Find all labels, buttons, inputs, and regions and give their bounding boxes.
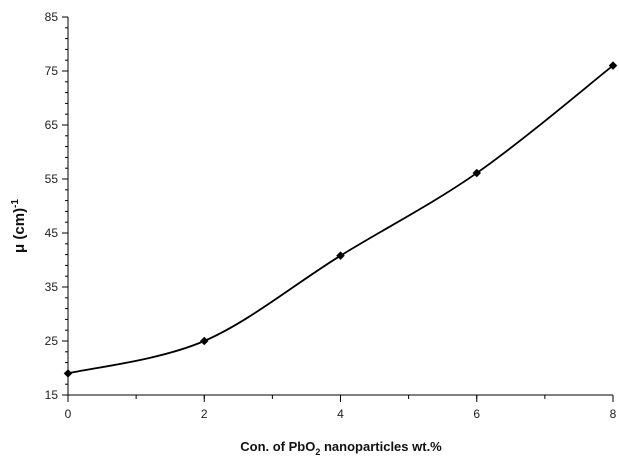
x-tick-label: 8 (610, 407, 617, 421)
data-point-marker (472, 168, 482, 178)
y-tick-label: 35 (45, 280, 59, 294)
y-axis-title-superscript: -1 (10, 199, 21, 208)
y-tick-label: 65 (45, 118, 59, 132)
y-tick-label: 55 (45, 172, 59, 186)
data-point-marker (608, 61, 618, 70)
y-axis-title-main: μ (cm) (11, 208, 28, 253)
series-line (67, 64, 614, 375)
x-tick-label: 6 (473, 407, 480, 421)
x-tick-label: 2 (201, 407, 208, 421)
x-axis-ticks: 0 2 4 6 8 (65, 395, 617, 421)
data-series (63, 61, 618, 378)
x-axis-title-subscript: 2 (315, 447, 320, 457)
y-axis-ticks: 15 25 35 45 55 65 75 85 (45, 10, 68, 402)
x-axis-title-main: Con. of PbO (240, 439, 315, 454)
x-tick-label: 0 (65, 407, 72, 421)
y-tick-label: 25 (45, 334, 59, 348)
x-axis-title: Con. of PbO2 nanoparticles wt.% (240, 439, 442, 457)
data-point-marker (199, 336, 209, 346)
y-axis-title: μ (cm)-1 (10, 199, 28, 253)
x-tick-label: 4 (337, 407, 344, 421)
y-tick-label: 75 (45, 64, 59, 78)
data-point-marker (63, 369, 73, 378)
data-point-marker (336, 251, 345, 261)
y-tick-label: 85 (45, 10, 59, 24)
y-tick-label: 15 (45, 388, 59, 402)
y-tick-label: 45 (45, 226, 59, 240)
plot-area: 15 25 35 45 55 65 75 85 0 2 4 6 8 (45, 10, 618, 421)
x-axis-title-suffix: nanoparticles wt.% (320, 439, 442, 454)
